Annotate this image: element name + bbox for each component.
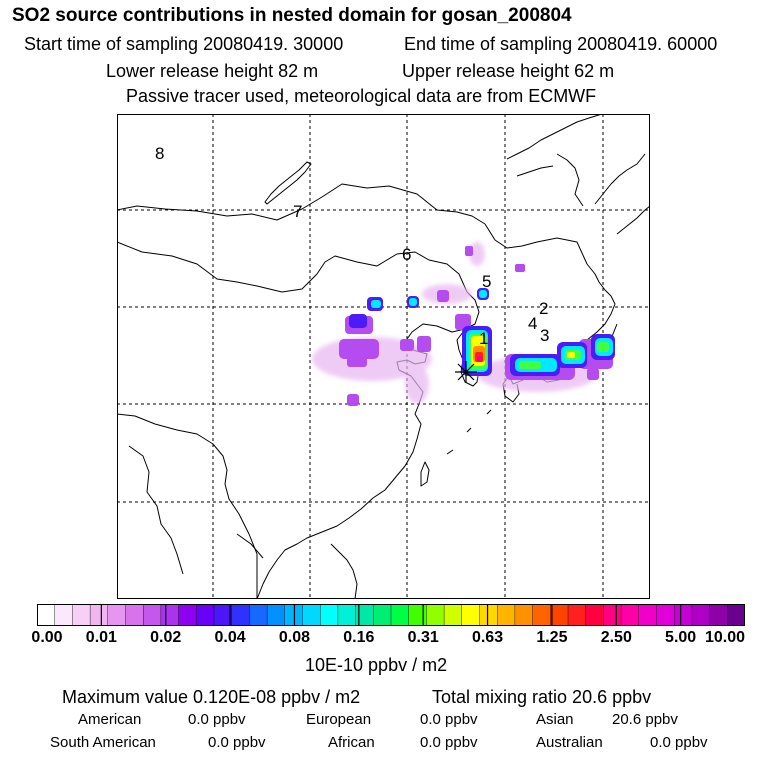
asterisk-icon xyxy=(455,361,477,383)
colorbar-cell xyxy=(107,604,127,626)
tracer-note: Passive tracer used, meteorological data… xyxy=(126,86,597,106)
region-label-6: 6 xyxy=(402,245,411,264)
region-value-african: 0.0 ppbv xyxy=(420,734,478,751)
colorbar-cell xyxy=(727,604,745,626)
colorbar-tick-label: 0.04 xyxy=(214,629,246,646)
colorbar-tick-label: 0.08 xyxy=(278,629,311,646)
colorbar-cell xyxy=(266,604,286,626)
colorbar-cell xyxy=(72,604,91,626)
colorbar-cell xyxy=(408,604,427,626)
page-title: SO2 source contributions in nested domai… xyxy=(12,5,572,26)
colorbar-cell xyxy=(461,604,480,626)
region-name-asian: Asian xyxy=(536,711,574,728)
start-time-label: Start time of sampling 20080419. 30000 xyxy=(24,34,344,54)
region-name-european: European xyxy=(306,711,372,728)
region-value-american: 0.0 ppbv xyxy=(188,711,246,728)
colorbar-tick-label: 0.00 xyxy=(31,629,63,646)
colorbar-cell xyxy=(337,604,357,626)
region-label-2: 2 xyxy=(539,299,548,318)
region-label-4: 4 xyxy=(528,314,537,333)
colorbar-cell xyxy=(532,604,551,626)
colorbar-tick-label: 10.00 xyxy=(704,629,746,646)
colorbar-cell xyxy=(37,604,56,626)
region-name-australian: Australian xyxy=(536,734,603,751)
colorbar-cell xyxy=(249,604,268,626)
colorbar-tick-label: 0.01 xyxy=(85,629,117,646)
colorbar-cell xyxy=(178,604,197,626)
colorbar-cell xyxy=(691,604,711,626)
colorbar-cell xyxy=(567,604,587,626)
colorbar-cell xyxy=(54,604,73,626)
region-label-5: 5 xyxy=(482,272,491,291)
colorbar-tick-label: 0.16 xyxy=(343,629,375,646)
colorbar-cell xyxy=(320,604,339,626)
map-grid xyxy=(117,114,650,599)
colorbar-tick-label: 0.31 xyxy=(407,629,439,646)
colorbar xyxy=(37,604,745,626)
region-label-1: 1 xyxy=(479,329,488,348)
colorbar-tick-label: 1.25 xyxy=(536,629,568,646)
region-name-south-american: South American xyxy=(50,734,156,751)
colorbar-cell xyxy=(709,604,728,626)
colorbar-cell xyxy=(373,604,392,626)
total-mixing-ratio-label: Total mixing ratio 20.6 ppbv xyxy=(432,687,652,707)
map-panel: 1 2 3 4 5 6 7 8 xyxy=(117,114,650,599)
colorbar-cell xyxy=(674,604,693,626)
end-time-label: End time of sampling 20080419. 60000 xyxy=(404,34,718,54)
colorbar-cell xyxy=(213,604,233,626)
colorbar-tick-label: 0.63 xyxy=(471,629,504,646)
region-label-3: 3 xyxy=(540,326,549,345)
region-value-asian: 20.6 ppbv xyxy=(612,711,678,728)
so2-plumes xyxy=(312,242,615,406)
colorbar-cell xyxy=(479,604,498,626)
region-name-african: African xyxy=(328,734,375,751)
colorbar-tick-label: 5.00 xyxy=(665,629,697,646)
colorbar-unit: 10E-10 ppbv / m2 xyxy=(305,655,448,675)
colorbar-cell xyxy=(142,604,162,626)
colorbar-tick-label: 0.02 xyxy=(150,629,182,646)
colorbar-tick-label: 2.50 xyxy=(600,629,632,646)
colorbar-cell xyxy=(302,604,321,626)
colorbar-cell xyxy=(160,604,180,626)
region-value-european: 0.0 ppbv xyxy=(420,711,478,728)
colorbar-cell xyxy=(620,604,640,626)
colorbar-cell xyxy=(443,604,463,626)
region-value-south-american: 0.0 ppbv xyxy=(208,734,266,751)
region-value-australian: 0.0 ppbv xyxy=(650,734,708,751)
colorbar-cell xyxy=(390,604,410,626)
colorbar-cell xyxy=(196,604,215,626)
region-name-american: American xyxy=(78,711,142,728)
lower-release-label: Lower release height 82 m xyxy=(106,61,319,81)
colorbar-cell xyxy=(125,604,144,626)
max-value-label: Maximum value 0.120E-08 ppbv / m2 xyxy=(62,687,361,707)
region-label-8: 8 xyxy=(155,144,164,163)
colorbar-cell xyxy=(550,604,569,626)
colorbar-cell xyxy=(514,604,534,626)
colorbar-cell xyxy=(497,604,516,626)
region-label-7: 7 xyxy=(293,202,302,221)
coastline xyxy=(117,114,650,599)
upper-release-label: Upper release height 62 m xyxy=(402,61,615,81)
colorbar-cell xyxy=(656,604,675,626)
colorbar-cell xyxy=(89,604,109,626)
colorbar-cell xyxy=(231,604,250,626)
colorbar-cell xyxy=(585,604,604,626)
colorbar-cell xyxy=(638,604,657,626)
colorbar-cell xyxy=(284,604,304,626)
colorbar-cell xyxy=(603,604,622,626)
colorbar-cell xyxy=(426,604,445,626)
